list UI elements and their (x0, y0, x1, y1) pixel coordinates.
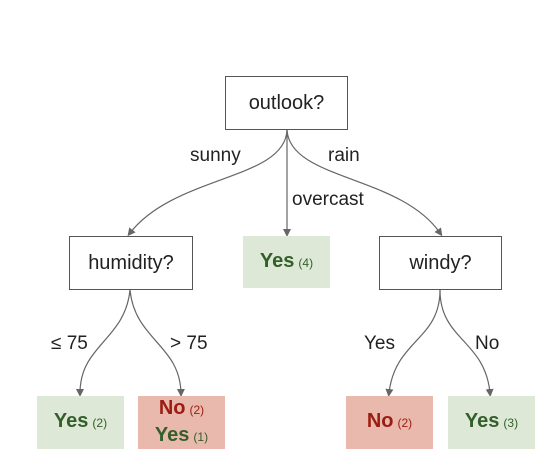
leaf-overcast-label: Yes (260, 250, 294, 272)
node-outlook: outlook? (225, 76, 348, 130)
node-humidity-label: humidity? (88, 252, 174, 275)
edge-label-humidity-low: ≤ 75 (51, 333, 88, 355)
leaf-overcast-yes: Yes (4) (243, 236, 330, 288)
edge-label-sunny: sunny (190, 145, 241, 167)
leaf-humidity-high-yes-count: (1) (193, 430, 208, 444)
edge-label-rain: rain (328, 145, 360, 167)
leaf-windy-yes-label: No (367, 410, 394, 432)
edge-windy-yes (389, 290, 440, 393)
node-humidity: humidity? (69, 236, 193, 290)
leaf-windy-no-yes: Yes (3) (448, 396, 535, 449)
leaf-windy-no-label: Yes (465, 410, 499, 432)
edge-label-overcast: overcast (292, 189, 364, 211)
leaf-overcast-count: (4) (298, 256, 313, 270)
edge-label-humidity-high: > 75 (170, 333, 208, 355)
leaf-humidity-low-yes: Yes (2) (37, 396, 124, 449)
node-outlook-label: outlook? (249, 92, 325, 115)
edge-rain (287, 130, 440, 233)
leaf-windy-yes-no: No (2) (346, 396, 433, 449)
node-windy: windy? (379, 236, 502, 290)
leaf-humidity-low-count: (2) (92, 416, 107, 430)
leaf-windy-no-count: (3) (503, 416, 518, 430)
edge-label-windy-yes: Yes (364, 333, 395, 355)
node-windy-label: windy? (409, 252, 471, 275)
leaf-windy-yes-count: (2) (398, 416, 413, 430)
leaf-humidity-high-no-count: (2) (190, 403, 205, 417)
edge-label-windy-no: No (475, 333, 499, 355)
leaf-humidity-high-no-label: No (159, 397, 186, 419)
leaf-humidity-high-mixed: No (2) Yes (1) (138, 396, 225, 449)
leaf-humidity-low-label: Yes (54, 410, 88, 432)
leaf-humidity-high-yes-label: Yes (155, 424, 189, 446)
